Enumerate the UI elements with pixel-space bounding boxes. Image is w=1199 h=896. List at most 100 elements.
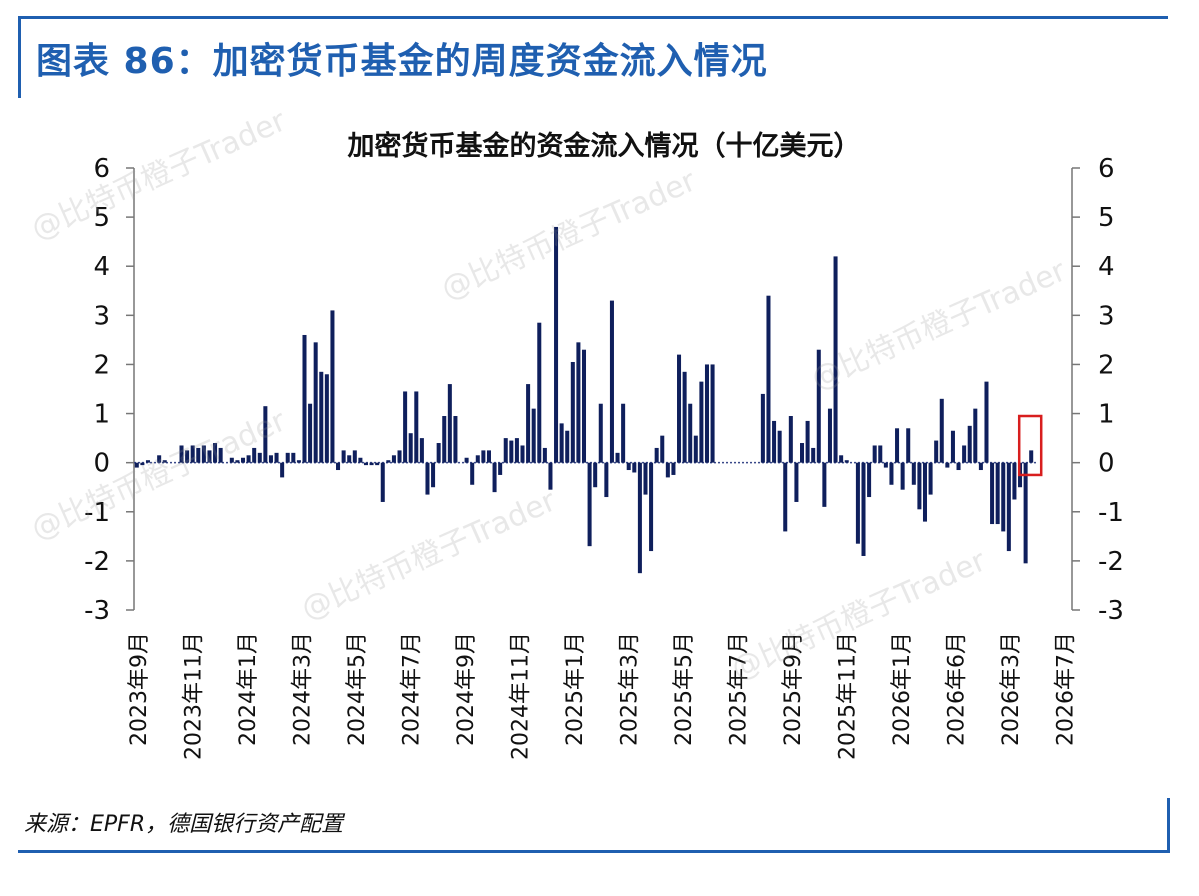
bar xyxy=(839,455,844,463)
bar xyxy=(637,462,642,574)
bar xyxy=(145,460,150,463)
bar xyxy=(895,428,900,463)
right-y-tick-label: -1 xyxy=(1098,498,1124,528)
bar xyxy=(375,462,380,466)
x-tick-label: 2024年5月 xyxy=(345,632,370,746)
bar xyxy=(1001,462,1006,532)
bar xyxy=(928,462,933,495)
x-tick-label: 2024年1月 xyxy=(236,632,261,746)
bar xyxy=(598,403,603,463)
bar xyxy=(464,457,469,463)
bar xyxy=(520,445,525,463)
bar xyxy=(140,462,145,466)
left-y-tick-label: 0 xyxy=(93,449,110,479)
x-tick-label: 2023年9月 xyxy=(127,632,152,746)
bar xyxy=(609,300,614,463)
left-y-tick-label: -2 xyxy=(84,547,110,577)
bar xyxy=(425,462,430,495)
bar xyxy=(593,462,598,488)
bar xyxy=(447,384,452,463)
bar xyxy=(587,462,592,547)
right-y-tick-label: 4 xyxy=(1098,252,1115,282)
bar xyxy=(978,462,983,471)
bar xyxy=(665,462,670,478)
bar xyxy=(643,462,648,495)
bar xyxy=(984,381,989,463)
bar xyxy=(336,462,341,471)
x-tick-label: 2025年7月 xyxy=(727,632,752,746)
bar xyxy=(475,455,480,463)
right-y-tick-label: 1 xyxy=(1098,400,1115,430)
figure-title: 图表 86：加密货币基金的周度资金流入情况 xyxy=(36,41,768,82)
left-y-tick-label: 6 xyxy=(93,154,110,184)
bar xyxy=(632,462,637,473)
bar xyxy=(542,447,547,463)
bar xyxy=(363,462,368,466)
bar xyxy=(861,462,866,556)
bar xyxy=(693,435,698,463)
bar xyxy=(285,452,290,463)
bar xyxy=(352,450,357,463)
bar xyxy=(313,342,318,463)
x-tick-label: 2026年6月 xyxy=(945,632,970,746)
bar xyxy=(660,435,665,463)
bar xyxy=(844,460,849,463)
bar xyxy=(403,391,408,463)
bar xyxy=(995,462,1000,525)
bar xyxy=(906,428,911,463)
bar xyxy=(503,438,508,463)
bar xyxy=(827,408,832,463)
bar xyxy=(369,462,374,466)
bar xyxy=(308,403,313,463)
bar xyxy=(671,462,676,475)
bar xyxy=(157,455,162,463)
bar xyxy=(962,445,967,463)
bar xyxy=(878,445,883,463)
bar xyxy=(268,455,273,463)
bar xyxy=(805,420,810,463)
ticks: 6 6 5 5 4 4 3 3 2 2 1 1 0 0 -1 -1 -2 -2 -3 -3 2023年9月 2023年11… xyxy=(84,154,1124,760)
bar xyxy=(470,462,475,485)
left-y-tick-label: 3 xyxy=(93,301,110,331)
bar xyxy=(1006,462,1011,552)
bar xyxy=(626,462,631,471)
left-y-tick-label: 1 xyxy=(93,400,110,430)
bar xyxy=(453,416,458,463)
bar xyxy=(240,457,246,463)
bar xyxy=(213,443,218,463)
bar xyxy=(246,455,251,463)
bar xyxy=(442,416,447,463)
bar xyxy=(772,420,777,463)
x-tick-label: 2025年1月 xyxy=(563,632,588,746)
bar xyxy=(570,361,575,463)
bar xyxy=(945,462,950,468)
bar xyxy=(218,447,223,463)
frame-left-rule xyxy=(18,16,21,98)
right-y-tick-label: 3 xyxy=(1098,301,1115,331)
bar xyxy=(922,462,928,522)
bar xyxy=(615,452,620,463)
bar xyxy=(419,438,424,463)
bar xyxy=(677,354,682,463)
bar xyxy=(788,416,793,463)
right-y-tick-label: 5 xyxy=(1098,203,1115,233)
bar xyxy=(229,457,234,463)
bar xyxy=(554,226,559,463)
bar xyxy=(855,462,860,544)
x-tick-label: 2025年3月 xyxy=(618,632,643,746)
bar xyxy=(956,462,961,471)
bar xyxy=(794,462,799,502)
bar xyxy=(900,462,905,490)
bar xyxy=(391,455,396,463)
bar xyxy=(990,462,995,525)
x-tick-label: 2026年1月 xyxy=(890,632,915,746)
bar xyxy=(397,450,402,463)
bar xyxy=(274,452,279,463)
bar xyxy=(934,440,939,463)
bar xyxy=(548,462,553,490)
frame-right-rule xyxy=(1167,798,1170,853)
x-tick-label: 2024年11月 xyxy=(509,632,534,760)
bar xyxy=(431,462,436,488)
bar xyxy=(257,452,262,463)
bar xyxy=(867,462,872,498)
